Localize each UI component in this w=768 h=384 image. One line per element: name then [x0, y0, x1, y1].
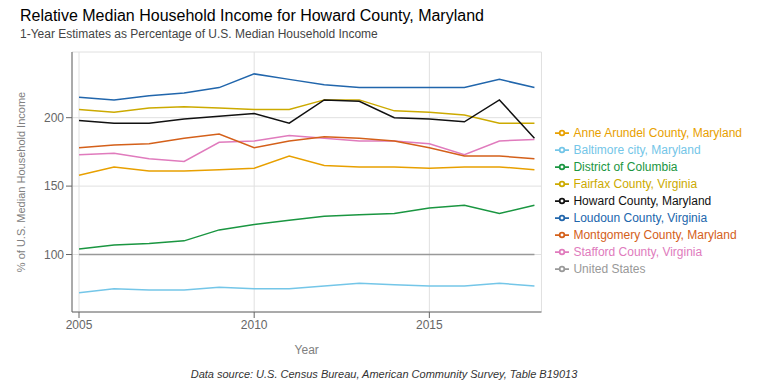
html-text:Anne Arundel County, Maryland: Anne Arundel County, Maryland: [573, 125, 742, 140]
html-text:Fairfax County, Virginia: Fairfax County, Virginia: [573, 176, 698, 191]
html-text:Loudoun County, Virginia: Loudoun County, Virginia: [573, 210, 708, 225]
html-text:United States: United States: [573, 261, 646, 276]
html-text:Howard County, Maryland: Howard County, Maryland: [573, 193, 712, 208]
svg-text:2010: 2010: [241, 318, 268, 332]
html-text:1-Year Estimates as Percentage: 1-Year Estimates as Percentage of U.S. M…: [20, 27, 378, 41]
svg-text:200: 200: [44, 111, 64, 125]
html-text:Data source: U.S. Census Burea: Data source: U.S. Census Bureau, America…: [190, 368, 578, 380]
html-text:Stafford County, Virginia: Stafford County, Virginia: [573, 244, 703, 259]
html-text:Relative Median Household Inco: Relative Median Household Income for How…: [20, 7, 484, 24]
svg-text:Year: Year: [295, 343, 319, 357]
svg-text:2015: 2015: [416, 318, 443, 332]
svg-text:% of U.S. Median Household Inc: % of U.S. Median Household Income: [15, 92, 27, 272]
svg-text:100: 100: [44, 248, 64, 262]
html-text:Baltimore city, Maryland: Baltimore city, Maryland: [573, 142, 701, 157]
html-text:District of Columbia: District of Columbia: [573, 159, 678, 174]
svg-text:2005: 2005: [66, 318, 93, 332]
html-text:Montgomery County, Maryland: Montgomery County, Maryland: [573, 227, 737, 242]
svg-text:150: 150: [44, 179, 64, 193]
